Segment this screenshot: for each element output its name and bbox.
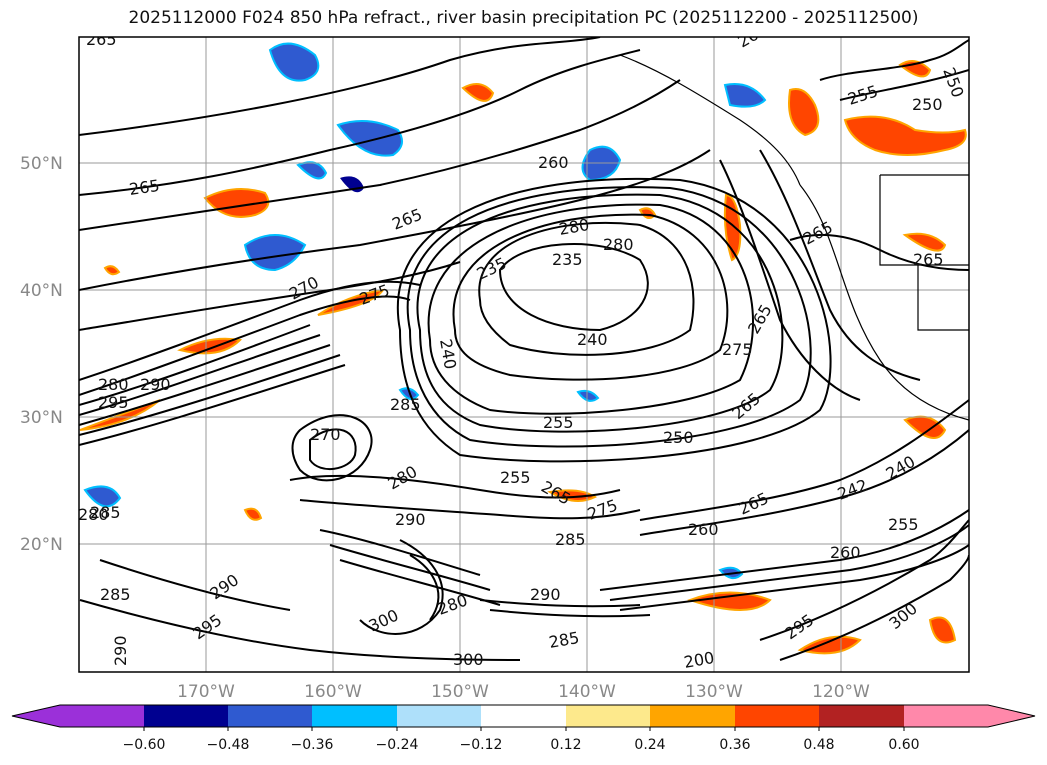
contour-label: 290 [530, 585, 561, 604]
lat-label-40n: 40°N [20, 281, 63, 301]
colorbar-segment [228, 705, 312, 727]
lon-label-130w: 130°W [685, 682, 743, 702]
contour-label: 255 [500, 468, 531, 487]
contour-label: 290 [140, 375, 171, 394]
contour-label: 265 [128, 176, 161, 199]
lon-label-170w: 170°W [177, 682, 235, 702]
lat-label-50n: 50°N [20, 154, 63, 174]
colorbar-tick: 0.36 [719, 737, 750, 753]
colorbar-tick: 0.60 [888, 737, 919, 753]
colorbar: −0.60 −0.48 −0.36 −0.24 −0.12 0.12 0.24 … [11, 704, 1036, 753]
colorbar-segment [397, 705, 481, 727]
contour-label: 260 [688, 520, 719, 539]
contour-label: 260 [830, 543, 861, 562]
lon-label-160w: 160°W [304, 682, 362, 702]
colorbar-segment [566, 705, 650, 727]
contour-label: 290 [111, 635, 130, 666]
contour-label: 285 [555, 530, 586, 549]
lon-label-150w: 150°W [431, 682, 489, 702]
colorbar-tick: 0.24 [634, 737, 665, 753]
contour-label: 260 [538, 153, 569, 172]
colorbar-high-extend [988, 705, 1035, 727]
lon-label-120w: 120°W [812, 682, 870, 702]
contour-label: 290 [395, 510, 426, 529]
colorbar-tick: −0.60 [123, 737, 166, 753]
contour-label: 285 [100, 585, 131, 604]
contour-label: 280 [98, 375, 129, 394]
refractivity-contours [79, 37, 969, 661]
colorbar-tick: −0.36 [291, 737, 334, 753]
colorbar-segment [819, 705, 904, 727]
colorbar-tick: −0.24 [376, 737, 419, 753]
contour-label: 250 [912, 95, 943, 114]
longitude-labels: 170°W 160°W 150°W 140°W 130°W 120°W [177, 682, 870, 702]
lon-label-140w: 140°W [558, 682, 616, 702]
coastlines [619, 54, 969, 421]
contour-label: 255 [543, 413, 574, 432]
contour-label: 280 [78, 505, 109, 524]
map-frame [78, 36, 970, 673]
colorbar-tick: 0.48 [803, 737, 834, 753]
contour-label: 270 [310, 425, 341, 444]
contour-label: 275 [722, 340, 753, 359]
colorbar-tick: 0.12 [550, 737, 581, 753]
lat-label-20n: 20°N [20, 535, 63, 555]
colorbar-segment [481, 705, 566, 727]
colorbar-tick: −0.12 [460, 737, 503, 753]
colorbar-segment [735, 705, 819, 727]
contour-label: 240 [577, 330, 608, 349]
map-title: 2025112000 F024 850 hPa refract., river … [128, 8, 919, 28]
colorbar-segment [144, 705, 228, 727]
colorbar-segment [650, 705, 735, 727]
colorbar-segment [904, 705, 988, 727]
colorbar-segment [60, 705, 144, 727]
contour-label: 300 [453, 650, 484, 669]
contour-label: 285 [390, 395, 421, 414]
contour-label: 255 [888, 515, 919, 534]
colorbar-low-extend [12, 705, 60, 727]
contour-label: 295 [98, 393, 129, 412]
colorbar-segment [312, 705, 397, 727]
contour-label: 280 [603, 235, 634, 254]
contour-label: 265 [86, 30, 117, 49]
contour-label: 235 [552, 250, 583, 269]
lat-label-30n: 30°N [20, 408, 63, 428]
contour-label: 285 [90, 503, 121, 522]
colorbar-tick: −0.48 [207, 737, 250, 753]
map-area[interactable]: 265 265 265 260 260 255 250 250 265 265 … [78, 20, 969, 672]
latitude-labels: 50°N 40°N 30°N 20°N [20, 154, 63, 555]
contour-label: 250 [663, 428, 694, 447]
contour-label: 265 [913, 250, 944, 269]
